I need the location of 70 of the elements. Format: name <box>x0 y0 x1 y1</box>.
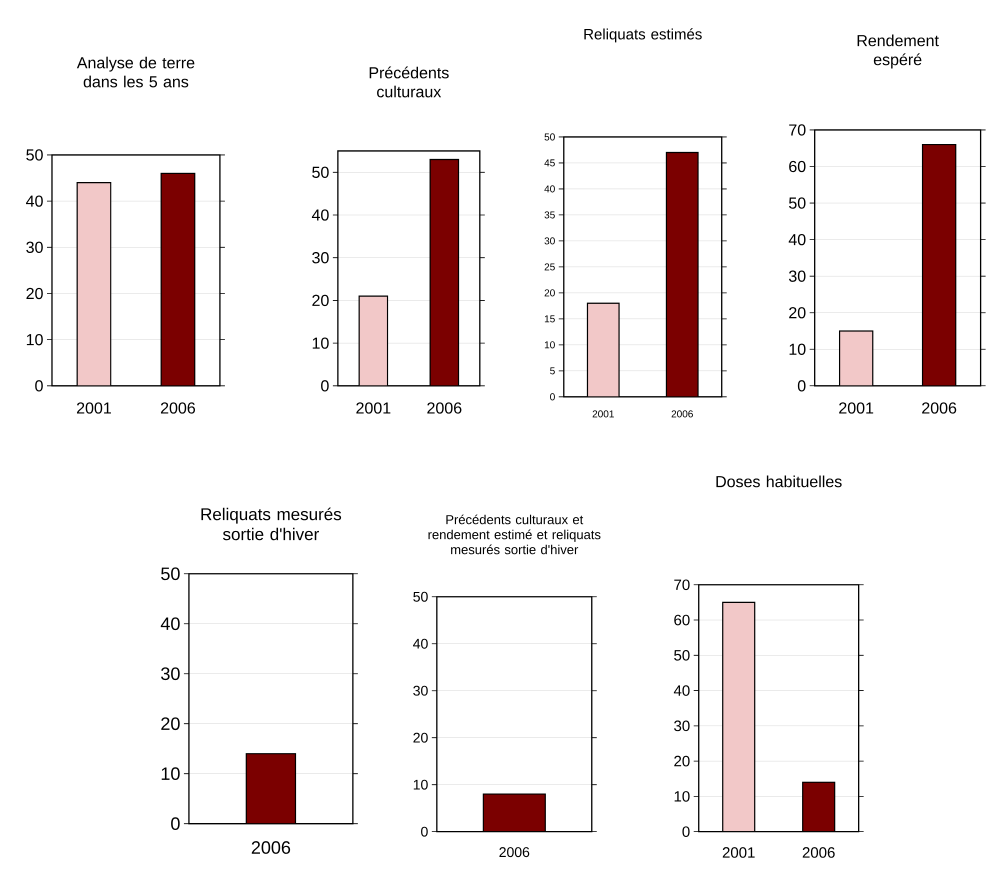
y-tick-label: 40 <box>544 186 555 193</box>
chart-title: Reliquats estimés <box>584 28 702 43</box>
y-tick-label: 20 <box>544 290 555 297</box>
y-tick-label: 0 <box>798 380 806 392</box>
x-tick-label: 2006 <box>252 841 290 854</box>
chart-title: Analyse de terre dans les 5 ans <box>76 56 194 88</box>
y-tick-label: 40 <box>160 618 180 630</box>
y-tick-label: 30 <box>544 238 555 245</box>
y-tick-label: 10 <box>674 791 690 802</box>
y-tick-label: 15 <box>544 316 555 323</box>
y-tick-label: 30 <box>674 720 690 732</box>
y-tick-label: 0 <box>321 380 329 392</box>
y-tick-label: 10 <box>790 344 806 356</box>
y-tick-label: 30 <box>26 242 43 254</box>
y-tick-label: 20 <box>312 294 329 306</box>
y-tick-label: 20 <box>26 288 43 300</box>
y-tick-label: 50 <box>674 650 690 661</box>
chart-title: Précédents culturaux <box>370 66 449 98</box>
x-tick-label: 2006 <box>922 402 956 414</box>
x-tick-label: 2001 <box>356 402 390 414</box>
y-tick-label: 35 <box>544 212 555 219</box>
y-tick-label: 30 <box>161 668 180 680</box>
y-tick-label: 5 <box>550 368 555 374</box>
y-tick-label: 50 <box>789 198 806 209</box>
y-tick-label: 45 <box>544 160 555 167</box>
y-tick-label: 0 <box>35 380 43 392</box>
y-tick-label: 20 <box>161 717 180 730</box>
chart-title: Reliquats mesurés sortie d'hiver <box>201 508 342 540</box>
y-tick-label: 70 <box>674 580 690 590</box>
y-tick-label: 60 <box>789 161 806 172</box>
y-tick-label: 40 <box>788 234 806 246</box>
y-tick-label: 20 <box>674 756 690 767</box>
y-tick-label: 50 <box>26 149 43 161</box>
y-tick-label: 30 <box>312 252 329 264</box>
y-tick-label: 20 <box>413 732 428 743</box>
y-tick-label: 10 <box>312 338 329 349</box>
y-tick-label: 0 <box>682 826 690 838</box>
chart-title: Précédents culturaux et rendement estimé et reliquats mesurés sortie d'hiver <box>428 514 600 554</box>
x-tick-label: 2006 <box>672 410 693 418</box>
y-tick-label: 0 <box>421 826 428 837</box>
y-tick-label: 40 <box>674 685 690 696</box>
y-tick-label: 40 <box>413 638 428 649</box>
y-tick-label: 50 <box>544 134 555 141</box>
x-tick-label: 2001 <box>592 410 614 418</box>
y-tick-label: 70 <box>789 124 806 136</box>
y-tick-label: 20 <box>789 307 806 319</box>
x-tick-label: 2001 <box>839 402 874 414</box>
y-tick-label: 10 <box>544 341 555 349</box>
y-tick-label: 40 <box>26 196 43 207</box>
y-tick-label: 50 <box>312 166 329 178</box>
y-tick-label: 10 <box>162 767 180 780</box>
x-tick-label: 2006 <box>427 402 462 414</box>
x-tick-label: 2001 <box>722 847 755 858</box>
y-tick-label: 60 <box>674 614 690 626</box>
y-tick-label: 0 <box>171 817 180 830</box>
y-tick-label: 25 <box>544 264 555 271</box>
y-tick-label: 50 <box>161 568 180 580</box>
x-tick-label: 2006 <box>802 847 835 858</box>
y-tick-label: 10 <box>26 334 43 346</box>
y-tick-label: 30 <box>413 686 428 696</box>
y-tick-label: 40 <box>312 210 329 221</box>
y-tick-label: 0 <box>550 393 555 401</box>
chart-title: Doses habituelles <box>716 476 842 488</box>
chart-title: Rendement espéré <box>858 34 939 69</box>
y-tick-label: 50 <box>413 592 428 602</box>
x-tick-label: 2001 <box>76 402 111 414</box>
y-tick-label: 10 <box>414 780 428 790</box>
y-tick-label: 30 <box>788 270 806 282</box>
x-tick-label: 2006 <box>499 847 530 858</box>
x-tick-label: 2006 <box>160 402 196 414</box>
